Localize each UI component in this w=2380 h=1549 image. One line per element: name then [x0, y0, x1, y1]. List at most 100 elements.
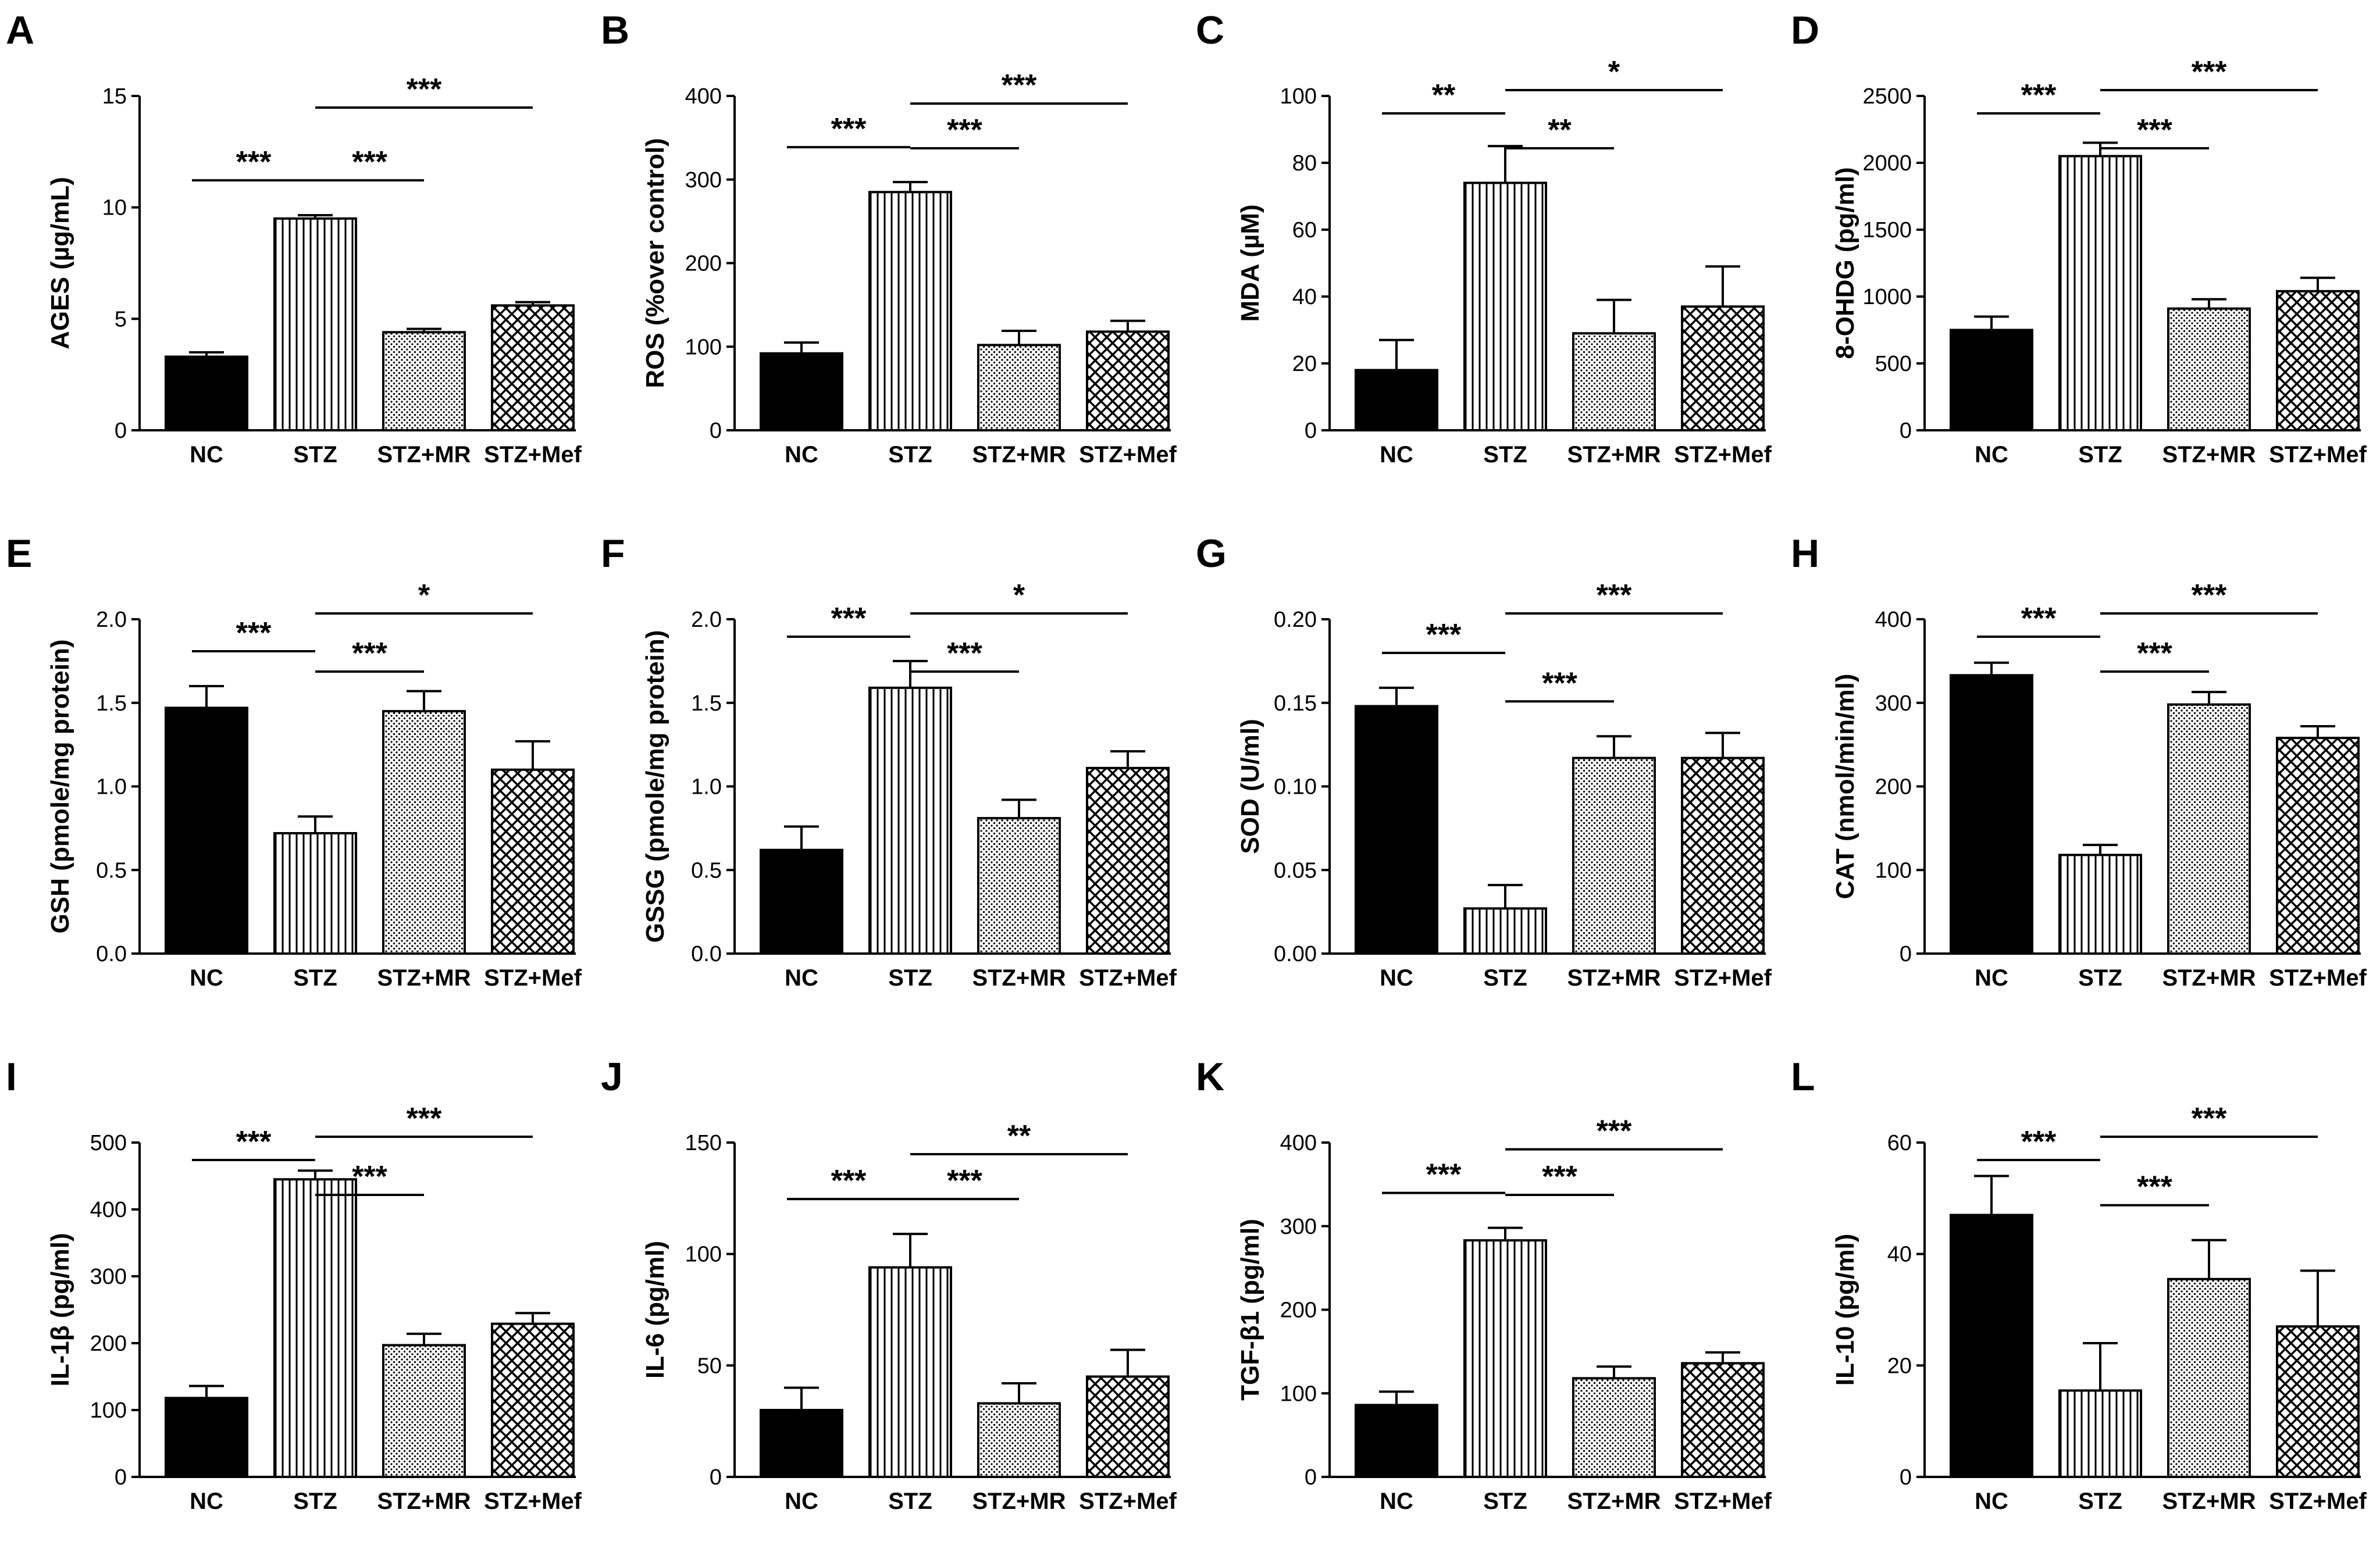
significance-stars: *** — [352, 145, 387, 179]
bar-stz-mef — [491, 304, 575, 431]
bar-nc — [1950, 674, 2033, 955]
y-tick-label: 0.00 — [1274, 942, 1317, 966]
bar-stz — [2058, 1389, 2142, 1478]
y-axis-label: GSH (pmole/mg protein) — [46, 640, 74, 934]
bar-stz — [273, 832, 357, 955]
bar-nc — [1355, 705, 1438, 955]
bar-stz — [2058, 854, 2142, 955]
significance-stars: *** — [1002, 69, 1037, 102]
category-label: NC — [190, 442, 223, 467]
significance-stars: * — [418, 579, 430, 612]
y-axis-label: CAT (nmol/min/ml) — [1831, 674, 1859, 900]
y-tick-label: 300 — [1280, 1215, 1317, 1239]
panel-letter: B — [601, 8, 629, 52]
panel-letter: C — [1196, 8, 1224, 52]
y-tick-label: 400 — [1280, 1131, 1317, 1155]
significance-stars: *** — [407, 73, 442, 106]
category-label: NC — [785, 442, 818, 467]
y-axis-label: IL-10 (pg/ml) — [1831, 1234, 1859, 1386]
category-label: STZ+Mef — [1079, 965, 1177, 991]
panel-h: H CAT (nmol/min/ml) 0 100 200 300 400 NC STZ STZ+… — [1791, 531, 2367, 991]
panel-letter: D — [1791, 8, 1819, 52]
category-label: STZ+MR — [1567, 442, 1661, 467]
significance-stars: *** — [407, 1102, 442, 1136]
significance-stars: *** — [947, 113, 982, 147]
y-tick-label: 100 — [1280, 84, 1317, 109]
y-tick-label: 60 — [1887, 1131, 1912, 1155]
bar-stz-mef — [491, 768, 575, 955]
category-label: NC — [1975, 965, 2008, 991]
y-tick-label: 300 — [90, 1265, 127, 1289]
panel-c: C MDA (µM) 0 20 40 60 80 100 NC STZ STZ+MR STZ+Mef *… — [1196, 8, 1772, 467]
y-tick-label: 50 — [697, 1354, 722, 1378]
y-axis-label: TGF-β1 (pg/ml) — [1236, 1219, 1264, 1401]
category-label: STZ+MR — [377, 965, 471, 991]
bar-stz-mef — [1681, 305, 1765, 431]
bar-stz-mr — [1572, 756, 1656, 955]
bar-stz — [868, 1266, 952, 1478]
significance-stars: *** — [1542, 1160, 1577, 1194]
category-label: NC — [1380, 965, 1413, 991]
y-axis-label: GSSG (pmole/mg protein) — [641, 630, 669, 943]
y-tick-label: 0 — [115, 1465, 127, 1490]
bar-stz-mef — [2276, 1325, 2360, 1478]
bar-stz-mef — [1086, 1375, 1170, 1478]
category-label: STZ+MR — [2162, 965, 2256, 991]
category-label: NC — [785, 1489, 818, 1514]
significance-stars: *** — [2021, 1125, 2057, 1159]
category-label: STZ — [1483, 1489, 1527, 1514]
bar-stz-mef — [1086, 766, 1170, 955]
y-tick-label: 500 — [90, 1131, 127, 1155]
significance-stars: *** — [2192, 55, 2227, 89]
y-tick-label: 400 — [1875, 608, 1912, 632]
bar-stz-mef — [2276, 290, 2360, 431]
y-tick-label: 0.05 — [1274, 858, 1317, 883]
panel-letter: E — [6, 531, 32, 576]
significance-stars: *** — [236, 1125, 272, 1159]
y-tick-label: 400 — [685, 84, 722, 109]
category-label: STZ+MR — [377, 1489, 471, 1514]
bar-nc — [1950, 1213, 2033, 1478]
significance-stars: *** — [831, 1164, 867, 1198]
category-label: STZ+Mef — [2269, 1489, 2367, 1514]
category-label: NC — [1975, 442, 2008, 467]
y-tick-label: 1.5 — [96, 691, 127, 716]
panel-g: G SOD (U/ml) 0.00 0.05 0.10 0.15 0.20 NC STZ STZ+… — [1196, 531, 1772, 991]
y-tick-label: 0 — [115, 419, 127, 443]
y-tick-label: 40 — [1887, 1243, 1912, 1267]
y-tick-label: 0 — [1900, 942, 1912, 966]
significance-stars: *** — [236, 145, 272, 179]
bar-stz-mr — [2167, 703, 2251, 955]
panel-j: J IL-6 (pg/ml) 0 50 100 150 NC STZ STZ+MR STZ+Mef… — [601, 1055, 1177, 1514]
panel-e: E GSH (pmole/mg protein) 0.0 0.5 1.0 1.5 2.0 NC… — [6, 531, 582, 991]
y-tick-label: 200 — [685, 252, 722, 276]
bar-stz-mr — [977, 1402, 1061, 1478]
bar-stz-mr — [2167, 307, 2251, 432]
category-label: NC — [190, 965, 223, 991]
panel-letter: F — [601, 531, 625, 576]
y-tick-label: 0 — [710, 419, 722, 443]
category-label: STZ — [2078, 1489, 2122, 1514]
panel-i: I IL-1β (pg/ml) 0 100 200 300 400 500 NC STZ STZ+M… — [6, 1055, 582, 1514]
y-tick-label: 0 — [1305, 419, 1317, 443]
y-axis-label: ROS (%over control) — [641, 138, 669, 388]
y-axis-label: MDA (µM) — [1236, 204, 1264, 322]
category-label: STZ+Mef — [484, 965, 582, 991]
bar-stz-mef — [1681, 1362, 1765, 1478]
bar-nc — [1950, 329, 2033, 431]
y-axis-label: 8-OHDG (pg/ml) — [1831, 167, 1859, 359]
significance-stars: ** — [1007, 1119, 1031, 1153]
category-label: STZ — [293, 1489, 337, 1514]
panel-letter: A — [6, 8, 34, 52]
y-tick-label: 10 — [102, 196, 127, 220]
bar-stz — [868, 191, 952, 431]
bar-stz-mr — [1572, 332, 1656, 431]
panel-b: B ROS (%over control) 0 100 200 300 400 NC STZ ST… — [601, 8, 1177, 467]
y-tick-label: 1.5 — [691, 691, 722, 716]
panel-l: L IL-10 (pg/ml) 0 20 40 60 NC STZ STZ+MR STZ+Mef *… — [1791, 1055, 2367, 1514]
y-tick-label: 500 — [1875, 352, 1912, 376]
category-label: NC — [190, 1489, 223, 1514]
category-label: STZ+MR — [377, 442, 471, 467]
bar-stz — [273, 1178, 357, 1478]
